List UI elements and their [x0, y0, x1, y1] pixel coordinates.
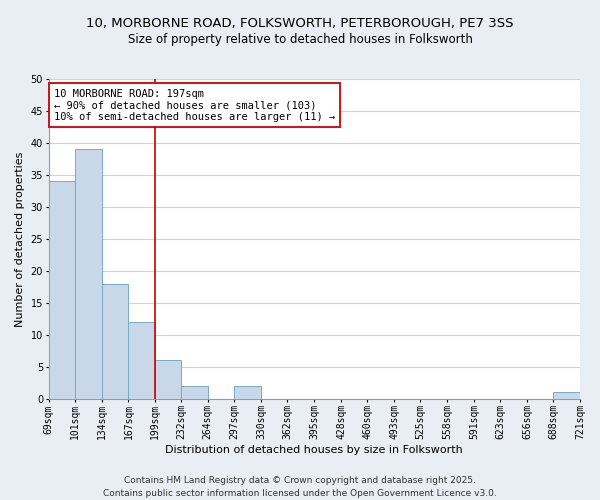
- Bar: [235, 386, 262, 398]
- Bar: [181, 386, 208, 398]
- Text: 10, MORBORNE ROAD, FOLKSWORTH, PETERBOROUGH, PE7 3SS: 10, MORBORNE ROAD, FOLKSWORTH, PETERBORO…: [86, 18, 514, 30]
- Text: 10 MORBORNE ROAD: 197sqm
← 90% of detached houses are smaller (103)
10% of semi-: 10 MORBORNE ROAD: 197sqm ← 90% of detach…: [54, 88, 335, 122]
- Bar: [155, 360, 181, 399]
- Text: Size of property relative to detached houses in Folksworth: Size of property relative to detached ho…: [128, 32, 472, 46]
- Bar: [128, 322, 155, 398]
- Y-axis label: Number of detached properties: Number of detached properties: [15, 151, 25, 326]
- Bar: [553, 392, 580, 398]
- Bar: [74, 150, 101, 398]
- Bar: [49, 182, 76, 398]
- X-axis label: Distribution of detached houses by size in Folksworth: Distribution of detached houses by size …: [166, 445, 463, 455]
- Bar: [101, 284, 128, 399]
- Text: Contains HM Land Registry data © Crown copyright and database right 2025.
Contai: Contains HM Land Registry data © Crown c…: [103, 476, 497, 498]
